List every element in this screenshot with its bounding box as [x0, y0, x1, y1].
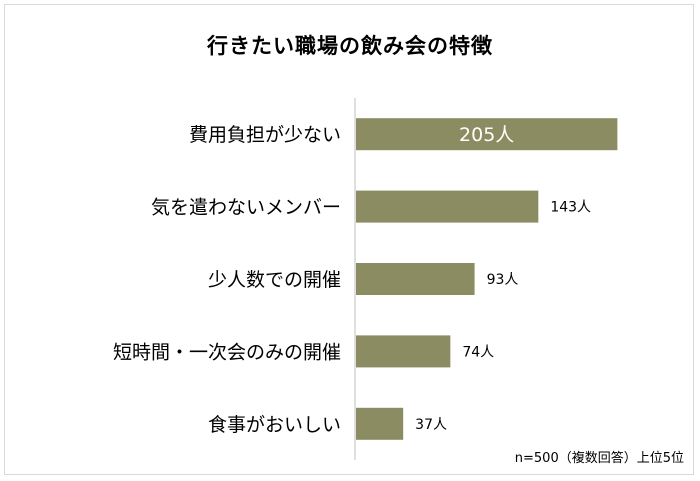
category-label: 気を遣わないメンバー — [151, 197, 341, 219]
data-label: 37人 — [415, 417, 447, 433]
data-label: 205人 — [459, 124, 514, 146]
bar — [356, 190, 539, 223]
chart-frame — [4, 4, 694, 475]
category-label: 食事がおいしい — [208, 414, 341, 436]
category-label: 費用負担が少ない — [189, 124, 341, 146]
bar — [356, 118, 618, 151]
data-label: 74人 — [462, 344, 494, 360]
sample-note: n=500（複数回答）上位5位 — [514, 451, 684, 466]
data-label: 143人 — [550, 200, 591, 216]
bar — [356, 407, 404, 440]
chart-title: 行きたい職場の飲み会の特徴 — [207, 34, 493, 58]
data-label: 93人 — [487, 272, 519, 288]
bar — [356, 335, 451, 368]
category-label: 短時間・一次会のみの開催 — [113, 341, 341, 363]
bar — [356, 263, 475, 295]
category-label: 少人数での開催 — [208, 269, 341, 291]
